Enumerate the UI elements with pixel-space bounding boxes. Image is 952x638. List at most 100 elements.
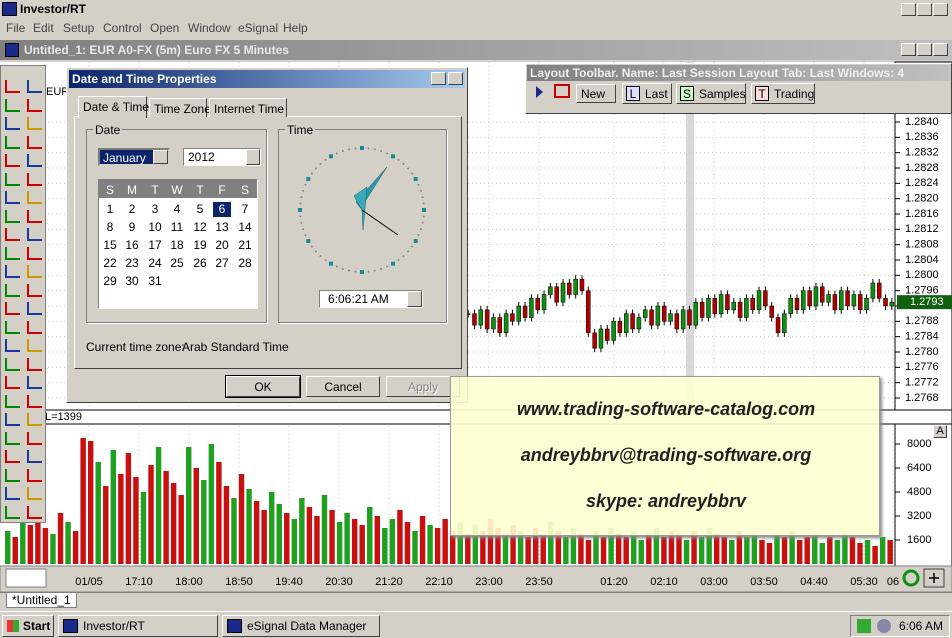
day[interactable]: 11 [170, 220, 184, 234]
day[interactable]: 30 [125, 274, 139, 288]
tool-icon[interactable] [27, 339, 42, 352]
tool-icon[interactable] [27, 376, 42, 389]
tool-icon[interactable] [5, 98, 20, 112]
tool-icon[interactable] [5, 302, 20, 315]
tool-icon[interactable] [5, 246, 20, 260]
close-button[interactable] [448, 72, 463, 85]
day[interactable]: 4 [173, 202, 181, 216]
tool-icon[interactable] [27, 431, 42, 445]
tool-icon[interactable] [27, 246, 42, 260]
menu-item[interactable]: Help [283, 21, 308, 35]
tool-icon[interactable] [27, 320, 42, 334]
taskbar-item[interactable]: Investor/RT [58, 615, 218, 637]
day[interactable]: 2 [128, 202, 136, 216]
day[interactable]: 17 [148, 238, 162, 252]
tool-icon[interactable] [5, 209, 20, 223]
day[interactable]: 21 [238, 238, 252, 252]
day[interactable]: 5 [196, 202, 204, 216]
window-button[interactable] [901, 43, 916, 56]
window-button[interactable] [901, 3, 916, 16]
tool-icon[interactable] [27, 283, 42, 297]
tool-icon[interactable] [27, 413, 42, 426]
window-tab[interactable]: *Untitled_1 [6, 593, 77, 608]
scale-button[interactable]: A [933, 425, 947, 438]
tool-icon[interactable] [27, 135, 42, 149]
day[interactable]: 16 [125, 238, 139, 252]
day[interactable]: 8 [106, 220, 114, 234]
dialog-button[interactable]: Cancel [306, 376, 380, 397]
day[interactable]: 22 [103, 256, 117, 270]
tool-icon[interactable] [5, 320, 20, 334]
tool-icon[interactable] [5, 468, 20, 482]
menu-item[interactable]: Window [188, 21, 231, 35]
tool-icon[interactable] [5, 357, 20, 371]
tab[interactable]: Internet Time [209, 98, 287, 117]
tool-icon[interactable] [27, 468, 42, 482]
tool-icon[interactable] [5, 394, 20, 408]
time-field[interactable]: 6:06:21 AM [319, 290, 423, 308]
tool-icon[interactable] [5, 450, 20, 463]
day[interactable]: 14 [238, 220, 252, 234]
tool-icon[interactable] [5, 505, 20, 519]
tool-icon[interactable] [5, 154, 20, 167]
tool-icon[interactable] [27, 394, 42, 408]
day[interactable]: 28 [238, 256, 252, 270]
day[interactable]: 19 [193, 238, 207, 252]
tool-icon[interactable] [27, 154, 42, 167]
start-button[interactable]: Start [2, 615, 54, 637]
day[interactable]: 1 [106, 202, 114, 216]
day[interactable]: 10 [148, 220, 162, 234]
dropdown-arrow[interactable] [153, 150, 168, 164]
taskbar-item[interactable]: eSignal Data Manager [222, 615, 380, 637]
save-icon[interactable] [554, 84, 570, 98]
tool-icon[interactable] [27, 98, 42, 112]
tool-icon[interactable] [27, 209, 42, 223]
menu-item[interactable]: Setup [63, 21, 95, 35]
tool-icon[interactable] [5, 376, 20, 389]
day[interactable]: 6 [213, 202, 231, 217]
tool-icon[interactable] [5, 135, 20, 149]
tool-icon[interactable] [5, 431, 20, 445]
tool-icon[interactable] [5, 487, 20, 500]
tool-icon[interactable] [27, 228, 42, 241]
layout-tab[interactable]: L Last [622, 83, 672, 104]
new-button[interactable]: New [576, 84, 616, 103]
day[interactable]: 25 [170, 256, 184, 270]
tool-icon[interactable] [27, 117, 42, 130]
tool-icon[interactable] [5, 283, 20, 297]
day[interactable]: 31 [148, 274, 162, 288]
tool-icon[interactable] [27, 450, 42, 463]
tool-icon[interactable] [5, 265, 20, 278]
day[interactable]: 9 [128, 220, 136, 234]
day[interactable]: 26 [193, 256, 207, 270]
day[interactable]: 7 [241, 202, 249, 216]
tool-icon[interactable] [5, 228, 20, 241]
day[interactable]: 23 [125, 256, 139, 270]
tool-icon[interactable] [27, 487, 42, 500]
tool-icon[interactable] [27, 80, 42, 93]
tool-icon[interactable] [27, 265, 42, 278]
tool-icon[interactable] [5, 117, 20, 130]
menu-item[interactable]: Control [103, 21, 142, 35]
tool-icon[interactable] [27, 172, 42, 186]
spin-button[interactable] [407, 291, 422, 307]
tool-icon[interactable] [27, 302, 42, 315]
day[interactable]: 3 [151, 202, 159, 216]
tool-icon[interactable] [5, 339, 20, 352]
day[interactable]: 12 [193, 220, 207, 234]
tool-icon[interactable] [5, 191, 20, 204]
tool-icon[interactable] [27, 191, 42, 204]
tool-icon[interactable] [27, 505, 42, 519]
dialog-button[interactable]: Apply [386, 376, 460, 397]
tool-icon[interactable] [5, 80, 20, 93]
play-icon[interactable] [536, 86, 543, 98]
help-button[interactable] [431, 72, 446, 85]
tool-icon[interactable] [5, 413, 20, 426]
day[interactable]: 29 [103, 274, 117, 288]
tool-icon[interactable] [27, 357, 42, 371]
tab[interactable]: Date & Time [78, 96, 149, 118]
menu-item[interactable]: File [6, 21, 26, 35]
tab[interactable]: Time Zone [149, 98, 211, 117]
month-select[interactable]: January [98, 148, 170, 166]
menu-item[interactable]: Edit [33, 21, 54, 35]
